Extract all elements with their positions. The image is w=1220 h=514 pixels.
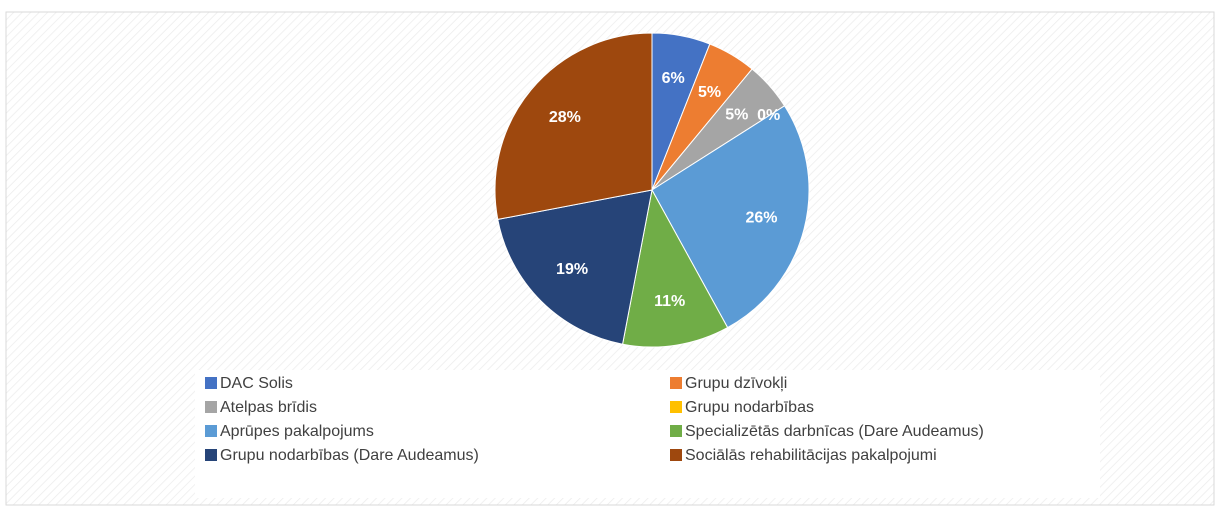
legend-swatch: [670, 449, 682, 461]
legend-label: Aprūpes pakalpojums: [220, 423, 374, 440]
legend-box: [195, 370, 1100, 498]
pie-slice: [494, 32, 653, 221]
legend-label: Atelpas brīdis: [220, 399, 317, 416]
legend-label: Specializētās darbnīcas (Dare Audeamus): [685, 423, 984, 440]
legend-label: Grupu dzīvokļi: [685, 375, 787, 392]
data-label: 0%: [757, 107, 780, 124]
legend-label: Grupu nodarbības (Dare Audeamus): [220, 447, 479, 464]
legend-swatch: [670, 377, 682, 389]
legend-label: DAC Solis: [220, 375, 293, 392]
legend-label: Sociālās rehabilitācijas pakalpojumi: [685, 447, 937, 464]
legend-label: Grupu nodarbības: [685, 399, 814, 416]
data-label: 11%: [654, 293, 685, 310]
data-label: 28%: [549, 109, 581, 126]
legend-swatch: [670, 401, 682, 413]
data-label: 5%: [725, 106, 748, 123]
data-label: 19%: [556, 261, 588, 278]
legend-swatch: [205, 425, 217, 437]
data-label: 6%: [662, 70, 685, 87]
legend-swatch: [205, 449, 217, 461]
pie-slice: [651, 105, 810, 329]
pie-slice: [497, 189, 653, 345]
data-label: 26%: [745, 209, 777, 226]
data-label: 5%: [698, 84, 721, 101]
legend-swatch: [670, 425, 682, 437]
legend-swatch: [205, 401, 217, 413]
pie-slice: [621, 188, 729, 348]
legend-swatch: [205, 377, 217, 389]
